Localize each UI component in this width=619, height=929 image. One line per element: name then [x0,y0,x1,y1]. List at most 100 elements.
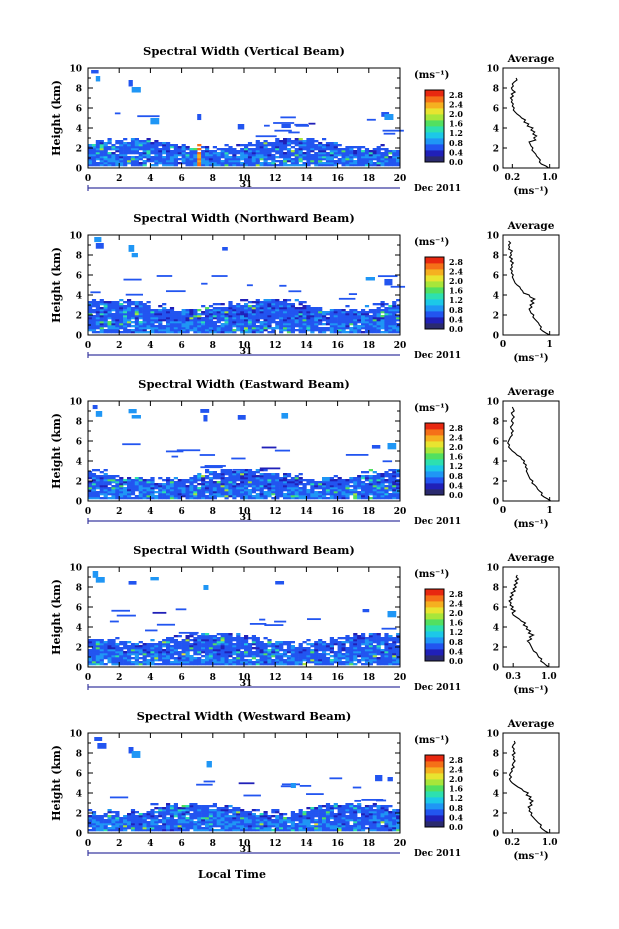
heatmap-cell [244,815,249,818]
colorbar-swatch [425,625,444,632]
heatmap-cell [212,311,217,314]
heatmap-cell [119,643,124,646]
heatmap-cell [201,491,206,494]
heatmap-cell [271,475,276,478]
heatmap-cell [298,487,303,490]
heatmap-cell [212,150,217,153]
heatmap-cell [150,319,155,322]
heatmap-cell [314,823,319,826]
y-tick-label: 6 [76,438,82,448]
avg-y-tick-label: 2 [493,478,499,488]
heatmap-cell [201,647,206,650]
heatmap-cell [103,311,108,314]
heatmap-cell [154,325,159,328]
heatmap-cell [146,481,151,484]
heatmap-cell [267,307,272,310]
heatmap-cell [173,657,178,660]
heatmap-cell [267,643,272,646]
heatmap-cell [275,811,280,814]
heatmap-cell [173,325,178,328]
high-echo [197,114,202,121]
x-tick-label: 14 [300,673,313,683]
heatmap-cell [201,481,206,484]
heatmap-cell [142,819,147,822]
thin-echo [381,627,397,630]
heatmap-cell [154,317,159,320]
heatmap-cell [115,827,120,830]
heatmap-cell [150,829,155,832]
heatmap-cell [111,651,116,654]
heatmap-cell [286,655,292,658]
heatmap-cell [177,162,182,165]
heatmap-cell [310,655,315,658]
heatmap-cell [166,309,171,312]
heatmap-cell [173,493,178,496]
colorbar-tick-label: 0.4 [449,646,463,656]
heatmap-cell [341,649,346,652]
heatmap-cell [364,329,370,332]
heatmap-cell [119,309,124,312]
colorbar-swatch [425,601,444,608]
heatmap-cell [368,154,373,157]
date-label: Dec 2011 [414,351,461,361]
heatmap-cell [236,323,241,326]
heatmap-cell [173,313,178,316]
heatmap-cell [130,829,136,832]
thin-echo [294,123,308,126]
heatmap-cell [286,313,292,316]
heatmap-cell [142,156,147,159]
heatmap-cell [251,821,256,824]
heatmap-cell [154,331,159,334]
heatmap-cell [322,805,327,808]
heatmap-cell [290,663,295,666]
heatmap-cell [357,487,362,490]
heatmap-cell [181,162,186,165]
heatmap-cell [173,321,178,324]
heatmap-cell [91,162,97,165]
colorbar-frame [424,588,445,662]
heatmap-cell [181,805,186,808]
heatmap-cell [185,489,190,492]
heatmap-cell [306,649,311,652]
heatmap-cell [162,495,167,498]
heatmap-cell [99,823,104,826]
heatmap-cell [197,827,202,830]
heatmap-cell [341,485,346,488]
heatmap-cell [298,481,303,484]
heatmap-cell [322,495,327,498]
heatmap-cell [138,645,143,648]
heatmap-cell [283,489,288,492]
heatmap-cell [99,659,104,662]
heatmap-cell [154,647,159,650]
heatmap-cell [169,645,175,648]
heatmap-cell [368,150,373,153]
panel-5: Spectral Width (Westward Beam)Height (km… [50,709,560,862]
heatmap-cell [142,164,147,167]
heatmap-cell [286,819,292,822]
heatmap-cell [189,655,194,658]
avg-x-axis-label: (ms⁻¹) [513,685,548,696]
heatmap-cell [88,327,93,330]
heatmap-cell [294,321,299,324]
heatmap-cell [314,148,319,151]
heatmap-cell [251,639,256,642]
heatmap-cell [364,637,370,640]
heatmap-cell [107,313,112,316]
heatmap-cell [95,142,100,145]
heatmap-cell [306,829,311,832]
heatmap-cell [205,809,210,812]
heatmap-cell [322,821,327,824]
heatmap-cell [103,156,108,159]
heatmap-cell [251,655,256,658]
heatmap-cell [298,491,303,494]
heatmap-cell [115,311,120,314]
heatmap-cell [314,497,319,500]
heatmap-cell [372,148,377,151]
heatmap-cell [286,329,292,332]
heatmap-cell [368,152,373,155]
heatmap-cell [173,639,178,642]
heatmap-cell [197,653,202,656]
heatmap-cell [88,639,93,642]
heatmap-cell [240,493,245,496]
heatmap-cell [146,152,151,155]
